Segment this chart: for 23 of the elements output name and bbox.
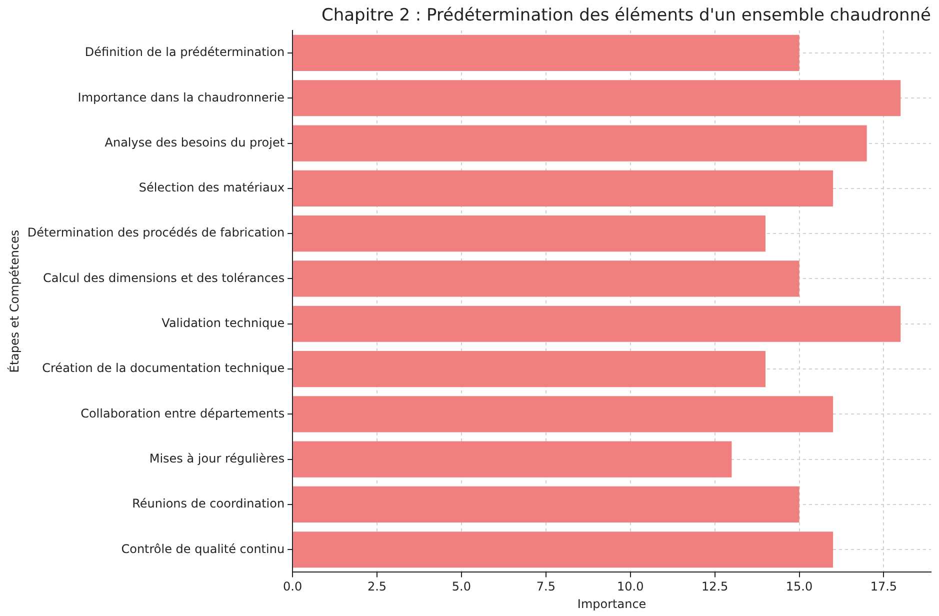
y-tick-label: Définition de la prédétermination (84, 45, 285, 60)
y-tick-label: Collaboration entre départements (80, 406, 285, 420)
y-tick-label: Calcul des dimensions et des tolérances (42, 270, 285, 285)
y-tick-label: Détermination des procédés de fabrication (27, 226, 285, 240)
x-tick-label: 7.5 (536, 580, 556, 594)
x-tick-label: 2.5 (367, 580, 387, 594)
y-tick-label: Sélection des matériaux (138, 180, 285, 195)
x-tick-label: 15.0 (786, 580, 813, 594)
y-tick-label: Création de la documentation technique (42, 361, 285, 376)
y-tick-label: Contrôle de qualité continu (121, 542, 285, 556)
x-tick-label: 17.5 (870, 580, 898, 594)
y-axis-title: Étapes et Compétences (6, 230, 22, 373)
x-tick-label: 0.0 (283, 580, 302, 594)
x-axis-title: Importance (577, 596, 646, 611)
x-tick-label: 5.0 (452, 580, 472, 594)
y-tick-label: Analyse des besoins du projet (104, 135, 285, 150)
y-tick-label: Importance dans la chaudronnerie (78, 90, 285, 104)
y-tick-label: Validation technique (162, 316, 285, 330)
x-tick-label: 10.0 (617, 580, 644, 594)
y-tick-label: Mises à jour régulières (149, 451, 285, 466)
y-tick-label: Réunions de coordination (132, 496, 285, 511)
x-tick-label: 12.5 (701, 580, 728, 594)
chart-title: Chapitre 2 : Prédétermination des éléments d'un ensemble chaudronné (321, 6, 931, 26)
